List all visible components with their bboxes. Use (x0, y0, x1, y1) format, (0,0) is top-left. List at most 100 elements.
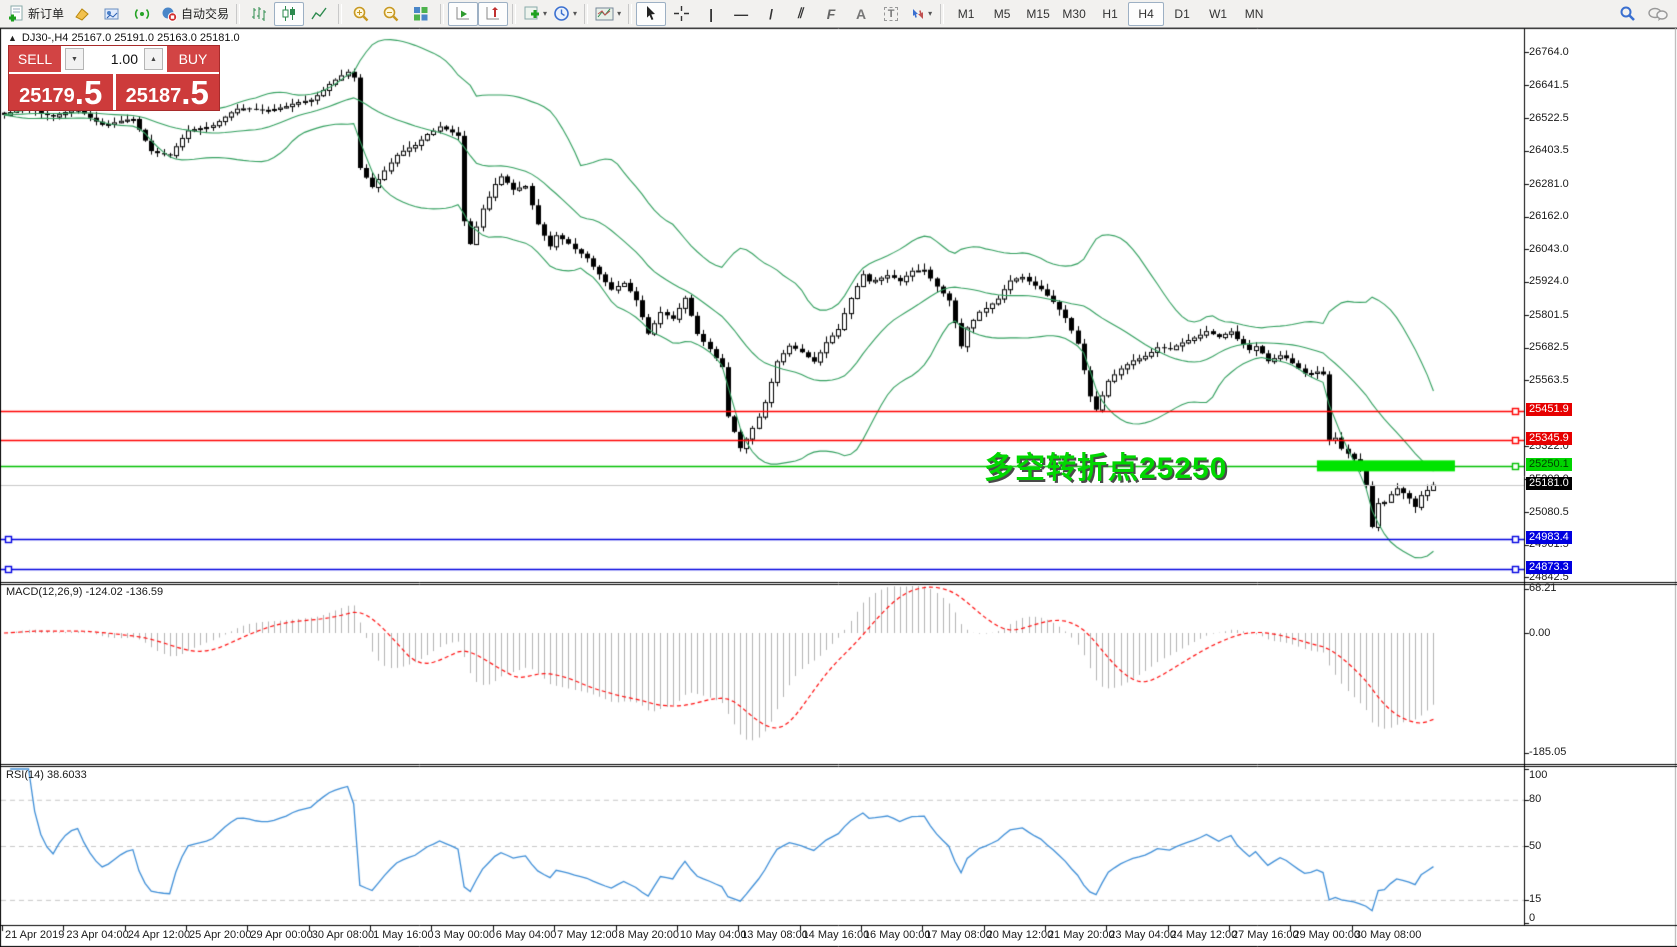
buy-price-fraction: .5 (181, 74, 209, 111)
arrows-caret[interactable]: ▾ (928, 9, 933, 18)
timeframe-group: M1 M5 M15 M30 H1 H4 D1 W1 MN (948, 1, 1272, 26)
timeframe-button-H1[interactable]: H1 (1102, 6, 1118, 21)
search-button[interactable] (1613, 2, 1643, 26)
search-icon (1620, 6, 1635, 21)
text-label-icon: T (883, 6, 899, 21)
candlestick-button[interactable] (274, 1, 305, 26)
sell-price-button[interactable]: 25179.5 (9, 74, 113, 110)
volume-increase-button[interactable]: ▲ (144, 48, 163, 70)
new-order-button[interactable]: 新订单 (4, 2, 67, 26)
chat-button[interactable] (1643, 2, 1673, 26)
indicators-icon (524, 6, 540, 19)
collapse-panel-arrow[interactable]: ▲ (8, 33, 17, 43)
periods-caret[interactable]: ▾ (573, 9, 578, 18)
signals-button[interactable] (127, 2, 157, 26)
text-button[interactable]: A (846, 2, 876, 26)
price-cell-divider (112, 74, 116, 110)
toolbar-separator (628, 3, 633, 24)
one-click-trade-panel: SELL ▼ 1.00 ▲ BUY 25179.5 25187.5 (8, 45, 220, 111)
crosshair-button[interactable] (666, 2, 696, 26)
templates-icon (595, 7, 614, 20)
periods-button[interactable]: ▾ (550, 2, 580, 26)
signals-icon (134, 8, 150, 19)
line-chart-icon (311, 7, 327, 19)
sell-button[interactable]: SELL (9, 46, 63, 72)
buy-price-main: 25187 (125, 85, 182, 107)
timeframe-button-M30[interactable]: M30 (1062, 6, 1086, 21)
auto-trading-icon (162, 7, 178, 22)
cursor-button[interactable] (636, 1, 667, 26)
timeframe-button-M5[interactable]: M5 (993, 6, 1011, 21)
bar-chart-button[interactable] (244, 2, 274, 26)
zoom-out-button[interactable] (376, 2, 406, 26)
templates-caret[interactable]: ▾ (617, 9, 622, 18)
auto-trading-label: 自动交易 (181, 7, 230, 21)
vertical-line-icon: | (709, 5, 714, 22)
volume-box: ▼ 1.00 ▲ (63, 46, 165, 72)
text-label-button[interactable]: T (876, 2, 906, 26)
buy-price-button[interactable]: 25187.5 (115, 74, 219, 111)
profiles-icon (75, 7, 89, 21)
tile-windows-button[interactable] (406, 2, 436, 26)
arrows-icon (913, 8, 924, 19)
zoom-in-button[interactable] (346, 2, 376, 26)
timeframe-button-H4[interactable]: H4 (1128, 1, 1165, 26)
indicators-button[interactable]: ▾ (520, 2, 550, 26)
crosshair-icon (673, 6, 689, 21)
templates-button[interactable]: ▾ (592, 2, 624, 26)
auto-scroll-icon (456, 6, 470, 19)
candlestick-icon (282, 5, 296, 21)
horizontal-line-button[interactable]: — (726, 2, 756, 26)
market-watch-icon (104, 8, 119, 19)
vertical-line-button[interactable]: | (696, 2, 726, 26)
buy-button[interactable]: BUY (165, 46, 219, 72)
timeframe-button-M1[interactable]: M1 (957, 6, 975, 21)
volume-decrease-button[interactable]: ▼ (65, 48, 84, 70)
periods-icon (554, 5, 569, 21)
timeframe-button-W1[interactable]: W1 (1209, 6, 1228, 21)
toolbar-separator (940, 3, 945, 24)
toolbar-separator (584, 3, 589, 24)
chart-header: ▲ DJ30-,H4 25167.0 25191.0 25163.0 25181… (8, 32, 240, 44)
timeframe-button-M15[interactable]: M15 (1026, 6, 1050, 21)
trendline-icon: / (769, 5, 774, 22)
toolbar-separator (338, 3, 343, 24)
trendline-button[interactable]: / (756, 2, 786, 26)
tile-windows-icon (414, 6, 428, 20)
chart-shift-icon (486, 6, 500, 19)
arrows-button[interactable]: ▾ (906, 2, 936, 26)
bar-chart-icon (252, 6, 267, 21)
new-order-icon (9, 5, 23, 21)
chart-shift-button[interactable] (478, 1, 509, 26)
profiles-button[interactable] (67, 2, 97, 26)
toolbar-separator (512, 3, 517, 24)
zoom-out-icon (383, 6, 399, 21)
channel-button[interactable]: ⫽ (786, 2, 816, 26)
channel-icon: ⫽ (797, 5, 805, 21)
chart-text-annotation[interactable]: 多空转折点25250 (984, 452, 1228, 485)
timeframe-button-D1[interactable]: D1 (1174, 6, 1190, 21)
text-icon: A (856, 5, 867, 22)
fibonacci-button[interactable]: F (816, 2, 846, 26)
zoom-in-icon (353, 6, 369, 21)
horizontal-line-icon: — (734, 5, 749, 22)
toolbar: 新订单 自动交易 (0, 0, 1677, 28)
cursor-icon (647, 6, 656, 20)
chart-title-ohlc: DJ30-,H4 25167.0 25191.0 25163.0 25181.0 (21, 32, 240, 44)
new-order-label: 新订单 (28, 7, 65, 21)
indicators-caret[interactable]: ▾ (543, 9, 548, 18)
line-chart-button[interactable] (304, 2, 334, 26)
toolbar-separator (440, 3, 445, 24)
market-watch-button[interactable] (97, 2, 127, 26)
sell-price-main: 25179 (19, 85, 75, 107)
sell-price-fraction: .5 (74, 74, 103, 111)
volume-value[interactable]: 1.00 (110, 51, 138, 67)
toolbar-separator (236, 3, 241, 24)
auto-scroll-button[interactable] (448, 1, 479, 26)
chat-icon (1648, 7, 1668, 21)
timeframe-button-MN[interactable]: MN (1244, 6, 1264, 21)
fibonacci-icon: F (826, 5, 836, 22)
auto-trading-button[interactable]: 自动交易 (157, 2, 232, 26)
